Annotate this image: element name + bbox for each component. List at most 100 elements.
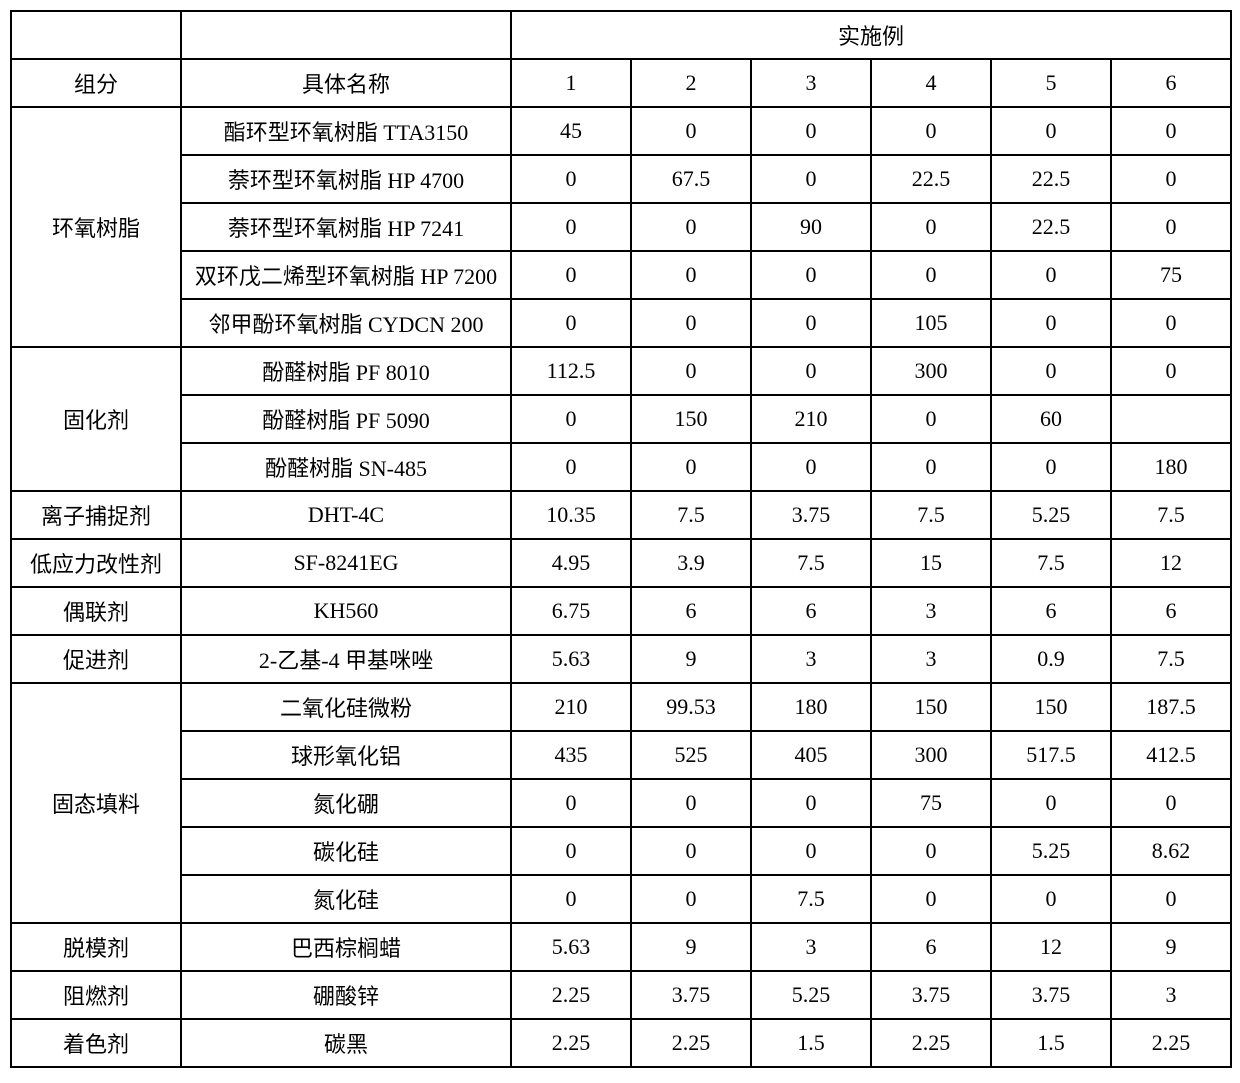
- value-cell: 0: [511, 299, 631, 347]
- value-cell: 2.25: [511, 971, 631, 1019]
- value-cell: 60: [991, 395, 1111, 443]
- value-cell: 3: [751, 923, 871, 971]
- value-cell: 0: [991, 443, 1111, 491]
- value-cell: 525: [631, 731, 751, 779]
- group-name: 固态填料: [11, 683, 181, 923]
- value-cell: 517.5: [991, 731, 1111, 779]
- value-cell: 22.5: [991, 203, 1111, 251]
- value-cell: 9: [1111, 923, 1231, 971]
- value-cell: 0: [631, 443, 751, 491]
- table-row: 萘环型环氧树脂 HP 4700067.5022.522.50: [11, 155, 1231, 203]
- value-cell: 9: [631, 635, 751, 683]
- value-cell: 2.25: [871, 1019, 991, 1067]
- value-cell: 150: [991, 683, 1111, 731]
- value-cell: 412.5: [1111, 731, 1231, 779]
- value-cell: 3.75: [631, 971, 751, 1019]
- value-cell: 0: [871, 251, 991, 299]
- value-cell: 0: [871, 875, 991, 923]
- group-name: 偶联剂: [11, 587, 181, 635]
- value-cell: 0: [1111, 299, 1231, 347]
- value-cell: 0: [751, 347, 871, 395]
- value-cell: 0: [751, 827, 871, 875]
- table-row: 脱模剂巴西棕榈蜡5.63936129: [11, 923, 1231, 971]
- row-label: 2-乙基-4 甲基咪唑: [181, 635, 511, 683]
- header-col-5: 5: [991, 59, 1111, 107]
- table-row: 氮化硅007.5000: [11, 875, 1231, 923]
- value-cell: 75: [1111, 251, 1231, 299]
- value-cell: 0: [871, 107, 991, 155]
- value-cell: 187.5: [1111, 683, 1231, 731]
- value-cell: 0: [631, 251, 751, 299]
- value-cell: 0: [751, 443, 871, 491]
- group-name: 离子捕捉剂: [11, 491, 181, 539]
- group-name: 脱模剂: [11, 923, 181, 971]
- header-row-2: 组分具体名称123456: [11, 59, 1231, 107]
- value-cell: 0: [511, 779, 631, 827]
- value-cell: 7.5: [631, 491, 751, 539]
- table-row: 离子捕捉剂DHT-4C10.357.53.757.55.257.5: [11, 491, 1231, 539]
- value-cell: 22.5: [991, 155, 1111, 203]
- table-row: 邻甲酚环氧树脂 CYDCN 20000010500: [11, 299, 1231, 347]
- value-cell: 22.5: [871, 155, 991, 203]
- value-cell: 1.5: [991, 1019, 1111, 1067]
- value-cell: 3.75: [871, 971, 991, 1019]
- value-cell: 15: [871, 539, 991, 587]
- value-cell: 6: [871, 923, 991, 971]
- value-cell: 150: [871, 683, 991, 731]
- value-cell: 6: [991, 587, 1111, 635]
- value-cell: 75: [871, 779, 991, 827]
- value-cell: 0: [631, 827, 751, 875]
- group-name: 促进剂: [11, 635, 181, 683]
- value-cell: 5.25: [991, 491, 1111, 539]
- value-cell: 2.25: [511, 1019, 631, 1067]
- value-cell: 3.75: [991, 971, 1111, 1019]
- value-cell: 45: [511, 107, 631, 155]
- value-cell: 3: [1111, 971, 1231, 1019]
- header-col-4: 4: [871, 59, 991, 107]
- value-cell: 5.63: [511, 923, 631, 971]
- value-cell: 6.75: [511, 587, 631, 635]
- value-cell: 5.63: [511, 635, 631, 683]
- value-cell: 0: [631, 779, 751, 827]
- value-cell: 0: [1111, 779, 1231, 827]
- row-label: 巴西棕榈蜡: [181, 923, 511, 971]
- value-cell: 0: [511, 155, 631, 203]
- value-cell: 2.25: [1111, 1019, 1231, 1067]
- value-cell: 180: [751, 683, 871, 731]
- value-cell: 9: [631, 923, 751, 971]
- value-cell: 99.53: [631, 683, 751, 731]
- value-cell: 0: [511, 827, 631, 875]
- row-label: 萘环型环氧树脂 HP 4700: [181, 155, 511, 203]
- group-name: 固化剂: [11, 347, 181, 491]
- row-label: 碳化硅: [181, 827, 511, 875]
- value-cell: 210: [511, 683, 631, 731]
- value-cell: 12: [1111, 539, 1231, 587]
- table-row: 固化剂酚醛树脂 PF 8010112.50030000: [11, 347, 1231, 395]
- row-label: SF-8241EG: [181, 539, 511, 587]
- row-label: 酚醛树脂 PF 8010: [181, 347, 511, 395]
- header-col-1: 1: [511, 59, 631, 107]
- value-cell: 7.5: [871, 491, 991, 539]
- header-example: 实施例: [511, 11, 1231, 59]
- value-cell: 0: [991, 347, 1111, 395]
- value-cell: 7.5: [751, 875, 871, 923]
- table-row: 阻燃剂硼酸锌2.253.755.253.753.753: [11, 971, 1231, 1019]
- value-cell: 6: [1111, 587, 1231, 635]
- value-cell: 12: [991, 923, 1111, 971]
- row-label: 酚醛树脂 SN-485: [181, 443, 511, 491]
- value-cell: 210: [751, 395, 871, 443]
- value-cell: 0: [511, 875, 631, 923]
- value-cell: 1.5: [751, 1019, 871, 1067]
- value-cell: 0: [991, 251, 1111, 299]
- value-cell: 0: [631, 107, 751, 155]
- value-cell: 0: [871, 443, 991, 491]
- value-cell: 0: [871, 395, 991, 443]
- row-label: KH560: [181, 587, 511, 635]
- value-cell: 7.5: [1111, 491, 1231, 539]
- header-row-1: 实施例: [11, 11, 1231, 59]
- value-cell: 150: [631, 395, 751, 443]
- value-cell: 0: [751, 299, 871, 347]
- value-cell: 0: [631, 875, 751, 923]
- value-cell: [1111, 395, 1231, 443]
- composition-table: 实施例组分具体名称123456环氧树脂酯环型环氧树脂 TTA3150450000…: [10, 10, 1232, 1068]
